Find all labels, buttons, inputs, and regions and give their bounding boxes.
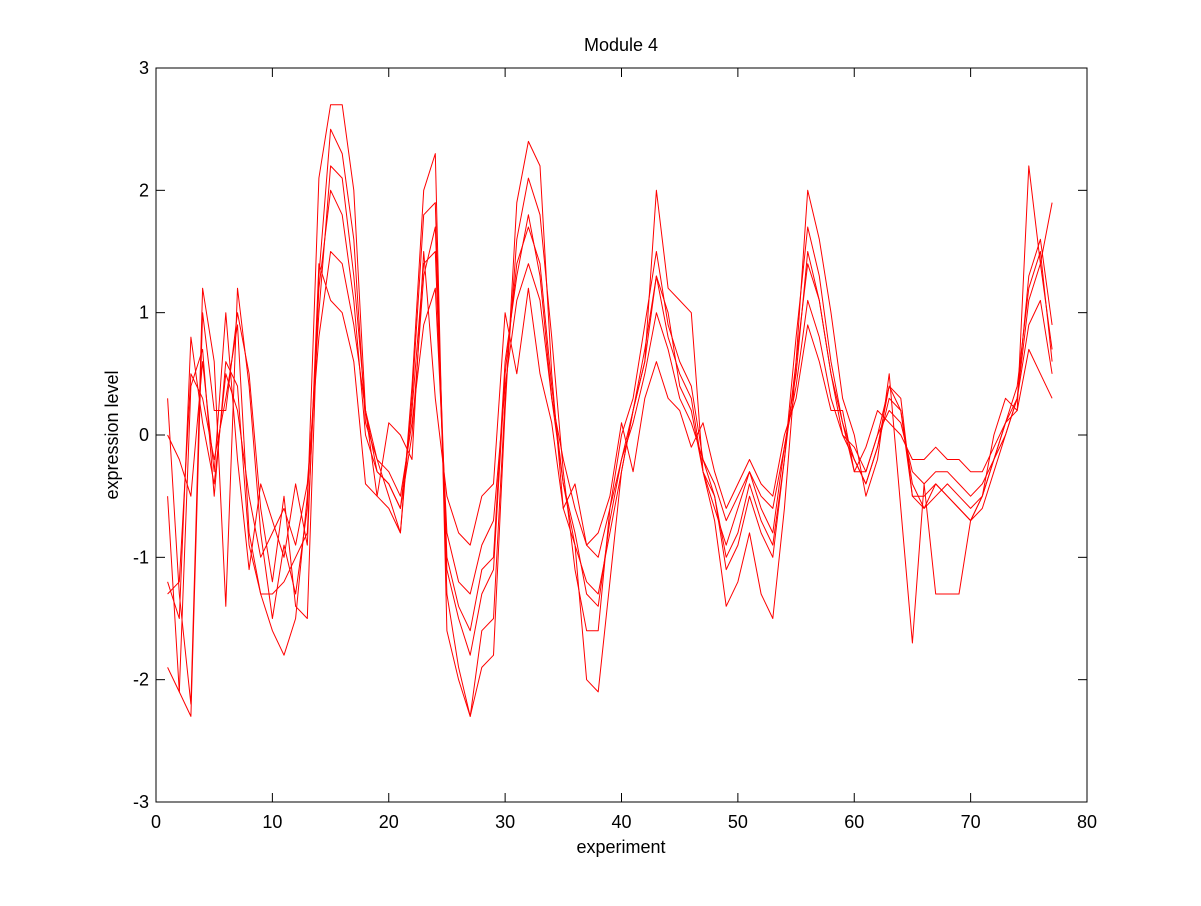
x-tick-label: 70 xyxy=(961,812,981,832)
y-axis-label: expression level xyxy=(102,370,122,499)
x-tick-label: 20 xyxy=(379,812,399,832)
x-tick-label: 80 xyxy=(1077,812,1097,832)
y-tick-label: -3 xyxy=(133,792,149,812)
x-tick-label: 60 xyxy=(844,812,864,832)
y-axis-ticks: -3 -2 -1 0 1 2 3 xyxy=(133,58,1087,812)
series-line-1 xyxy=(167,104,1053,717)
x-tick-label: 40 xyxy=(611,812,631,832)
x-axis-label: experiment xyxy=(576,837,665,857)
series-line-6 xyxy=(167,189,1053,693)
y-tick-label: 0 xyxy=(139,425,149,445)
series-line-5 xyxy=(167,251,1053,571)
x-axis-ticks: 0 10 20 30 40 50 60 70 80 xyxy=(151,68,1097,832)
y-tick-label: 3 xyxy=(139,58,149,78)
plot-lines xyxy=(167,104,1053,717)
y-tick-label: -2 xyxy=(133,670,149,690)
x-tick-label: 0 xyxy=(151,812,161,832)
x-tick-label: 50 xyxy=(728,812,748,832)
y-tick-label: 1 xyxy=(139,303,149,323)
y-tick-label: -1 xyxy=(133,547,149,567)
x-tick-label: 10 xyxy=(262,812,282,832)
y-tick-label: 2 xyxy=(139,180,149,200)
chart-title: Module 4 xyxy=(584,35,658,55)
x-tick-label: 30 xyxy=(495,812,515,832)
